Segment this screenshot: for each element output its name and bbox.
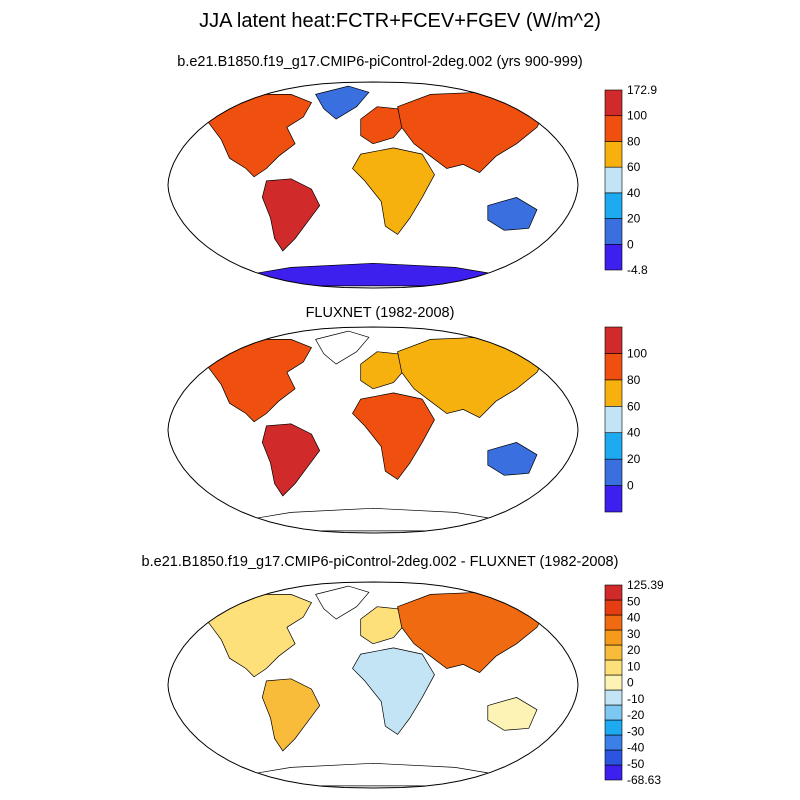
- colorbar-box: [604, 115, 623, 142]
- colorbar-label: -20: [627, 708, 645, 722]
- colorbar-box: [604, 326, 623, 354]
- colorbar-box: [604, 734, 623, 751]
- colorbar-box: [604, 192, 623, 219]
- map-area: [168, 327, 578, 533]
- colorbar: 0 20 40 60 80 100: [604, 326, 647, 513]
- colorbar-label: 100: [627, 346, 647, 360]
- colorbar-label: -68.63: [627, 773, 661, 787]
- map-frame: [167, 326, 579, 534]
- obs-map-panel: 0 20 40 60 80 100: [167, 326, 647, 534]
- colorbar-label: -10: [627, 692, 645, 706]
- region-northAmerica: [196, 339, 313, 423]
- panel-title-model: b.e21.B1850.f19_g17.CMIP6-piControl-2deg…: [177, 54, 583, 70]
- colorbar-box: [604, 379, 623, 407]
- map-frame: [167, 81, 579, 289]
- region-europe: [360, 606, 407, 645]
- colorbar-label: -30: [627, 724, 645, 738]
- colorbar-box: [604, 614, 623, 631]
- colorbar-box: [604, 749, 623, 766]
- region-southAmerica: [261, 678, 321, 752]
- colorbar-label: 172.9: [627, 83, 657, 97]
- colorbar-label: 40: [627, 611, 641, 625]
- colorbar-label: 20: [627, 212, 641, 226]
- colorbar-label: 40: [627, 426, 641, 440]
- map-area: [168, 582, 578, 788]
- map-frame: [167, 581, 579, 789]
- region-europe: [360, 106, 407, 145]
- region-southAmerica: [261, 178, 321, 252]
- colorbar-label: -50: [627, 757, 645, 771]
- colorbar-label: 40: [627, 186, 641, 200]
- colorbar-label: 0: [627, 237, 634, 251]
- colorbar-label: 80: [627, 134, 641, 148]
- colorbar-label: 125.39: [627, 578, 664, 592]
- colorbar-box: [604, 89, 623, 117]
- region-southAmerica: [261, 423, 321, 497]
- figure-title: JJA latent heat:FCTR+FCEV+FGEV (W/m^2): [199, 10, 601, 32]
- model-map-panel: -4.8 0 20 40 60 80 100 172.9: [167, 81, 657, 289]
- colorbar-box: [604, 704, 623, 721]
- colorbar-box: [604, 218, 623, 245]
- colorbar-label: 100: [627, 109, 647, 123]
- region-greenland: [315, 330, 370, 365]
- colorbar-box: [604, 458, 623, 486]
- colorbar-label: 20: [627, 452, 641, 466]
- colorbar-label: 50: [627, 594, 641, 608]
- region-africa: [352, 647, 435, 735]
- colorbar-label: -40: [627, 741, 645, 755]
- region-australia: [487, 697, 538, 731]
- region-northAmerica: [196, 94, 313, 178]
- colorbar-box: [604, 243, 623, 271]
- colorbar-label: -4.8: [627, 263, 648, 277]
- colorbar-box: [604, 166, 623, 194]
- colorbar: -4.8 0 20 40 60 80 100 172.9: [604, 83, 657, 277]
- colorbar-label: 60: [627, 399, 641, 413]
- colorbar-box: [604, 674, 623, 691]
- colorbar-label: 80: [627, 373, 641, 387]
- panel-title-diff: b.e21.B1850.f19_g17.CMIP6-piControl-2deg…: [141, 554, 619, 570]
- diff-map-panel: -68.63 -50 -40 -30 -20 -10 0 10 20 30 40 50 125.39: [167, 578, 664, 789]
- colorbar-box: [604, 644, 623, 661]
- colorbar-box: [604, 141, 623, 168]
- colorbar-label: 30: [627, 627, 641, 641]
- colorbar-label: 10: [627, 659, 641, 673]
- colorbar-label: 60: [627, 160, 641, 174]
- colorbar-label: 0: [627, 479, 634, 493]
- region-africa: [352, 147, 435, 235]
- colorbar-box: [604, 719, 623, 736]
- region-australia: [487, 442, 538, 476]
- colorbar-box: [604, 689, 623, 706]
- region-northAmerica: [196, 594, 313, 678]
- colorbar-box: [604, 629, 623, 646]
- colorbar-box: [604, 584, 623, 601]
- region-africa: [352, 392, 435, 480]
- region-greenland: [315, 85, 370, 120]
- region-australia: [487, 197, 538, 231]
- colorbar-label: 0: [627, 676, 634, 690]
- colorbar-box: [604, 405, 623, 434]
- region-greenland: [315, 585, 370, 620]
- panel-title-obs: FLUXNET (1982-2008): [305, 305, 455, 321]
- colorbar-box: [604, 764, 623, 781]
- map-area: [168, 82, 578, 288]
- colorbar-box: [604, 353, 623, 381]
- colorbar-box: [604, 659, 623, 676]
- colorbar: -68.63 -50 -40 -30 -20 -10 0 10 20 30 40 50 125.39: [604, 578, 664, 787]
- colorbar-label: 20: [627, 643, 641, 657]
- colorbar-box: [604, 432, 623, 460]
- colorbar-box: [604, 485, 623, 513]
- colorbar-box: [604, 599, 623, 616]
- region-europe: [360, 351, 407, 390]
